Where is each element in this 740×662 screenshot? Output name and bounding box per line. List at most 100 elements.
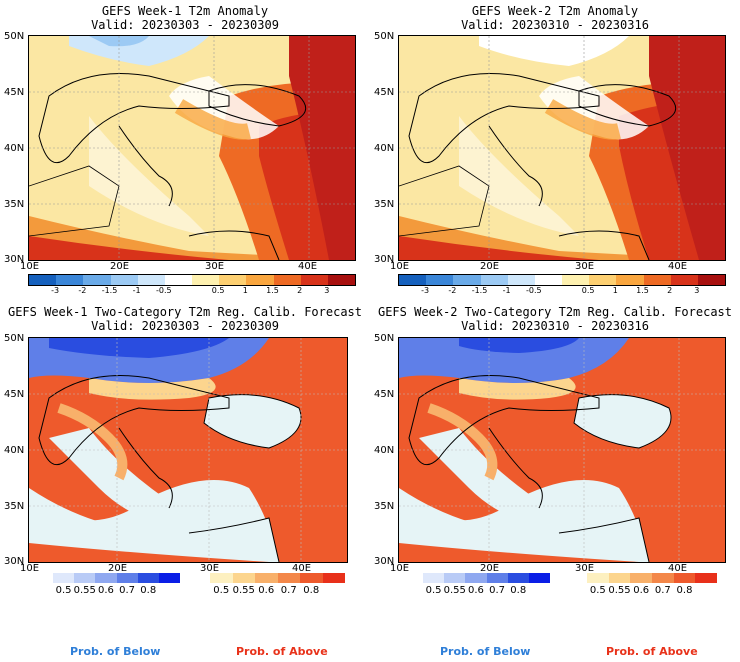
prob-below-label: Prob. of Below xyxy=(440,645,531,658)
colorbar-swatch xyxy=(137,573,159,583)
lon-label: 30E xyxy=(575,261,595,272)
colorbar-swatch xyxy=(562,275,590,285)
colorbar-swatch xyxy=(246,275,274,285)
colorbar-tick-label: 0.7 xyxy=(119,585,136,596)
colorbar-swatch xyxy=(673,573,696,583)
colorbar-swatch xyxy=(56,275,84,285)
colorbar-tick-label: 2 xyxy=(667,286,673,295)
colorbar-tick-label: -1 xyxy=(132,286,141,295)
colorbar-swatch xyxy=(652,573,674,583)
above-colorbar xyxy=(210,573,345,583)
colorbar-swatch xyxy=(670,275,698,285)
colorbar-swatch xyxy=(158,573,181,583)
lon-label: 10E xyxy=(20,563,40,574)
colorbar-swatch xyxy=(426,275,454,285)
colorbar-swatch xyxy=(232,573,255,583)
colorbar-swatch xyxy=(300,573,323,583)
colorbar-swatch xyxy=(423,573,445,583)
colorbar-swatch xyxy=(273,275,301,285)
lon-label: 10E xyxy=(390,563,410,574)
colorbar-tick-label: -1.5 xyxy=(101,286,118,295)
colorbar-tick-label: 0.5 xyxy=(425,585,442,596)
colorbar-swatch xyxy=(83,275,111,285)
lon-label: 40E xyxy=(668,563,688,574)
colorbar-swatch xyxy=(95,573,117,583)
lon-label: 40E xyxy=(668,261,688,272)
panel-week1-probability: GEFS Week-1 Two-Category T2m Reg. Calib.… xyxy=(0,300,370,662)
lat-label: 35N xyxy=(4,501,25,512)
panel-week2-anomaly: GEFS Week-2 T2m Anomaly Valid: 20230310 … xyxy=(370,0,740,300)
colorbar-tick-label: 0.5 xyxy=(55,585,72,596)
colorbar-tick-label: 0.8 xyxy=(140,585,157,596)
panel-valid-dates: Valid: 20230303 - 20230309 xyxy=(91,319,279,333)
lat-label: 45N xyxy=(374,389,395,400)
panel-week1-anomaly: GEFS Week-1 T2m Anomaly Valid: 20230303 … xyxy=(0,0,370,300)
colorbar-swatch xyxy=(110,275,138,285)
colorbar-tick-label: 0.7 xyxy=(489,585,506,596)
lon-label: 20E xyxy=(480,261,500,272)
colorbar-tick-label: 0.6 xyxy=(467,585,484,596)
below-colorbar-ticks: 0.5 0.55 0.6 0.7 0.8 xyxy=(53,585,180,597)
lat-label: 30N xyxy=(4,254,25,265)
below-colorbar-ticks: 0.5 0.55 0.6 0.7 0.8 xyxy=(423,585,550,597)
colorbar-tick-label: 0.5 xyxy=(211,286,225,295)
colorbar-tick-label: 0.5 xyxy=(581,286,595,295)
colorbar-swatch xyxy=(53,573,75,583)
colorbar-swatch xyxy=(643,275,671,285)
lon-label: 40E xyxy=(292,563,312,574)
colorbar-swatch xyxy=(608,573,631,583)
lon-label: 40E xyxy=(298,261,318,272)
colorbar-tick-label: 0.55 xyxy=(232,585,255,596)
anomaly-colorbar-ticks: -3 -2 -1.5 -1 -0.5 0.5 1 1.5 2 3 xyxy=(398,286,724,296)
colorbar-tick-label: 0.8 xyxy=(510,585,527,596)
colorbar-swatch xyxy=(210,573,233,583)
colorbar-tick-label: -1.5 xyxy=(471,286,488,295)
lon-label: 20E xyxy=(108,563,128,574)
colorbar-swatch xyxy=(589,275,617,285)
anomaly-colorbar xyxy=(28,274,356,286)
colorbar-tick-label: -0.5 xyxy=(156,286,172,295)
colorbar-tick-label: -3 xyxy=(51,286,60,295)
colorbar-tick-label: 3 xyxy=(324,286,330,295)
colorbar-tick-label: -2 xyxy=(78,286,87,295)
lon-label: 20E xyxy=(480,563,500,574)
colorbar-swatch xyxy=(255,573,278,583)
above-colorbar xyxy=(587,573,718,583)
colorbar-tick-label: 1.5 xyxy=(636,286,649,295)
lon-label: 30E xyxy=(200,563,220,574)
lat-label: 50N xyxy=(4,31,25,42)
probability-map-week1 xyxy=(28,337,348,563)
colorbar-swatch xyxy=(528,573,551,583)
colorbar-swatch xyxy=(507,275,535,285)
colorbar-tick-label: 1.5 xyxy=(266,286,279,295)
colorbar-swatch xyxy=(277,573,300,583)
lon-label: 30E xyxy=(575,563,595,574)
below-colorbar xyxy=(423,573,551,583)
colorbar-swatch xyxy=(116,573,138,583)
lat-label: 50N xyxy=(374,31,395,42)
panel-title: GEFS Week-2 T2m Anomaly xyxy=(471,4,639,18)
colorbar-swatch xyxy=(697,275,726,285)
anomaly-colorbar-ticks: -3 -2 -1.5 -1 -0.5 0.5 1 1.5 2 3 xyxy=(28,286,354,296)
colorbar-swatch xyxy=(507,573,529,583)
colorbar-swatch xyxy=(300,275,328,285)
panel-title: GEFS Week-1 Two-Category T2m Reg. Calib.… xyxy=(7,305,362,319)
lon-label: 10E xyxy=(390,261,410,272)
prob-below-label: Prob. of Below xyxy=(70,645,161,658)
prob-above-label: Prob. of Above xyxy=(236,645,328,658)
colorbar-tick-label: -0.5 xyxy=(526,286,542,295)
colorbar-tick-label: 0.55 xyxy=(443,585,466,596)
above-colorbar-ticks: 0.5 0.55 0.6 0.7 0.8 xyxy=(210,585,345,597)
prob-above-label: Prob. of Above xyxy=(606,645,698,658)
anomaly-map-week1 xyxy=(28,35,356,261)
lon-label: 20E xyxy=(110,261,130,272)
colorbar-tick-label: 0.55 xyxy=(73,585,96,596)
colorbar-swatch xyxy=(399,275,427,285)
panel-title: GEFS Week-2 Two-Category T2m Reg. Calib.… xyxy=(377,305,732,319)
colorbar-tick-label: 0.7 xyxy=(280,585,297,596)
colorbar-swatch xyxy=(587,573,609,583)
colorbar-swatch xyxy=(695,573,718,583)
below-colorbar xyxy=(53,573,181,583)
colorbar-tick-label: 0.5 xyxy=(213,585,230,596)
colorbar-swatch xyxy=(327,275,356,285)
